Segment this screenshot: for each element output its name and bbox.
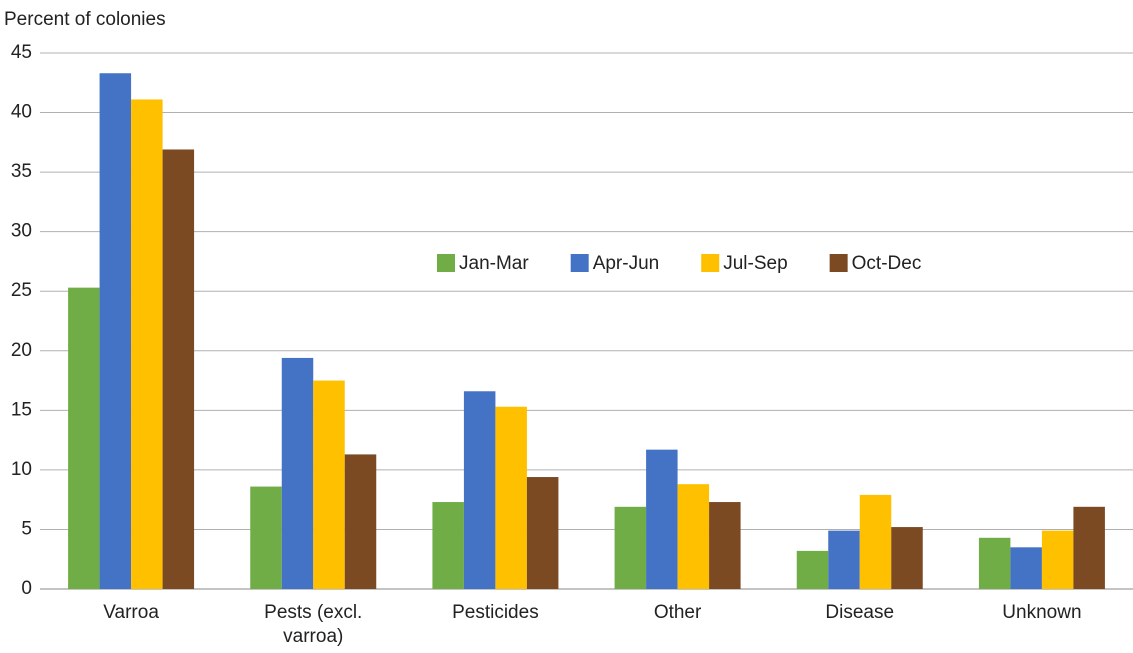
legend-swatch (570, 254, 589, 272)
bar (709, 502, 741, 589)
bar (796, 550, 829, 589)
x-tick-label: Other (653, 602, 702, 623)
bar (891, 527, 923, 589)
y-tick-label: 0 (21, 578, 32, 599)
y-tick-label: 5 (21, 518, 32, 539)
bar (131, 99, 163, 589)
bar (250, 486, 282, 589)
y-axis-label: Percent of colonies (4, 9, 166, 30)
legend-label: Jul-Sep (723, 253, 787, 274)
bar (526, 477, 559, 589)
legend-swatch (701, 254, 720, 272)
bar (495, 406, 527, 589)
bar (1010, 547, 1042, 589)
bar (1073, 506, 1105, 589)
x-tick-label: Pesticides (452, 602, 539, 623)
bar (677, 484, 710, 589)
y-tick-label: 30 (11, 221, 32, 242)
y-tick-label: 35 (11, 161, 32, 182)
bar (432, 502, 464, 589)
bar (99, 73, 132, 589)
y-tick-label: 15 (11, 399, 32, 420)
bar (463, 391, 496, 589)
bar (646, 449, 678, 589)
legend-label: Apr-Jun (593, 253, 660, 274)
y-tick-label: 20 (11, 340, 32, 361)
x-tick-label: Varroa (103, 602, 159, 623)
y-tick-label: 10 (11, 459, 32, 480)
legend-label: Jan-Mar (459, 253, 529, 274)
x-tick-label: Disease (825, 602, 895, 623)
x-tick-label: Unknown (1002, 602, 1082, 623)
bar (828, 530, 860, 589)
bar (344, 454, 377, 589)
bar (162, 149, 195, 590)
bar (68, 287, 100, 589)
bar (614, 506, 647, 589)
y-tick-label: 25 (11, 280, 32, 301)
bar (281, 357, 314, 589)
x-tick-label: Pests (excl. varroa) (264, 602, 363, 647)
bar (859, 494, 892, 589)
legend-swatch (437, 254, 455, 272)
bar (313, 380, 345, 589)
y-tick-label: 45 (11, 42, 32, 63)
bar (1041, 530, 1074, 589)
legend-swatch (829, 254, 848, 272)
legend-label: Oct-Dec (852, 253, 922, 274)
y-tick-label: 40 (11, 102, 32, 123)
bar (978, 537, 1011, 589)
